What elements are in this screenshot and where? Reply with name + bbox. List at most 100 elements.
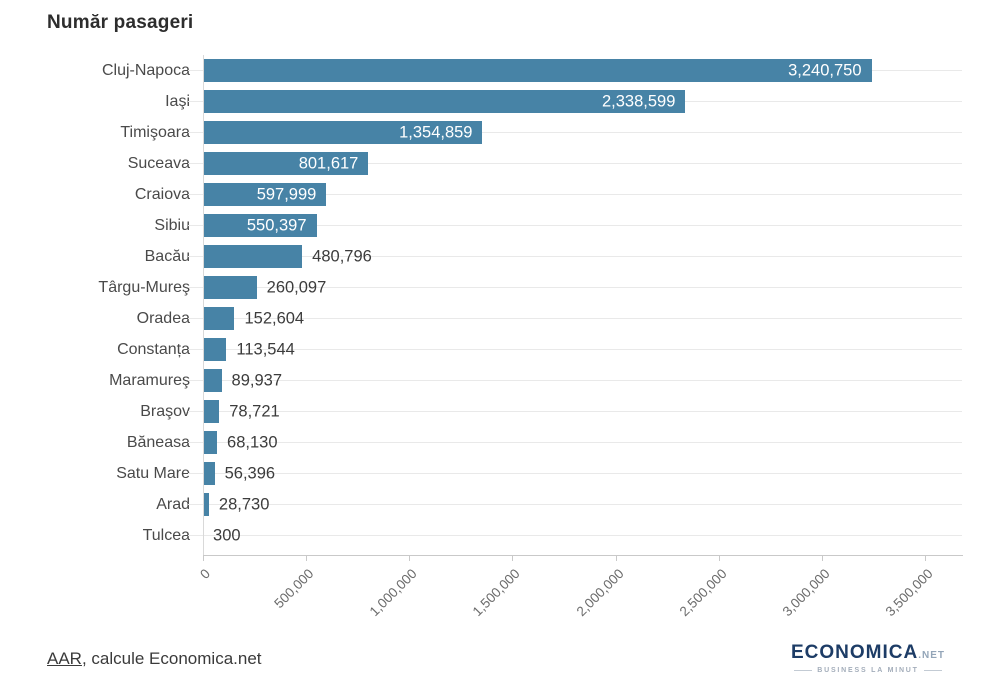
bar bbox=[203, 400, 220, 423]
chart-row: Constanța 113,544 bbox=[13, 334, 962, 365]
x-tick-label-text: 1,500,000 bbox=[469, 566, 524, 620]
bar: 2,338,599 bbox=[203, 90, 686, 113]
value-label: 152,604 bbox=[244, 309, 305, 327]
value-label: 89,937 bbox=[231, 371, 283, 389]
chart-row: Braşov 78,721 bbox=[13, 396, 962, 427]
gridline bbox=[188, 473, 962, 474]
bar-track: 28,730 bbox=[188, 489, 962, 520]
value-label: 28,730 bbox=[218, 495, 270, 513]
x-axis-line bbox=[203, 555, 963, 556]
bar: 1,354,859 bbox=[203, 121, 483, 144]
logo-name: ECONOMICA bbox=[790, 642, 919, 663]
bar-track: 2,338,599 bbox=[188, 86, 962, 117]
bar bbox=[203, 369, 222, 392]
chart-row: Oradea 152,604 bbox=[13, 303, 962, 334]
gridline bbox=[188, 535, 962, 536]
x-tick-label-text: 2,000,000 bbox=[573, 566, 627, 620]
chart-row: Tulcea 300 bbox=[13, 520, 962, 551]
x-tick-mark bbox=[718, 556, 720, 561]
value-label: 113,544 bbox=[236, 340, 295, 358]
category-label: Braşov bbox=[140, 402, 190, 420]
bar-chart: Cluj-Napoca 3,240,750 Iaşi 2,338,599 Timişoa… bbox=[13, 55, 963, 640]
value-label: 68,130 bbox=[227, 433, 278, 451]
gridline bbox=[188, 318, 962, 319]
bar bbox=[203, 307, 235, 330]
gridline bbox=[188, 132, 962, 133]
x-tick-mark bbox=[615, 556, 617, 561]
bar bbox=[203, 493, 209, 516]
gridline bbox=[188, 380, 962, 381]
x-tick-label-text: 0 bbox=[197, 566, 214, 582]
value-label: 260,097 bbox=[266, 278, 327, 296]
value-label: 480,796 bbox=[312, 247, 372, 265]
chart-row: Bacău 480,796 bbox=[13, 241, 962, 272]
bar-track: 152,604 bbox=[188, 303, 962, 334]
bar-track: 89,937 bbox=[188, 365, 962, 396]
chart-row: Suceava 801,617 bbox=[13, 148, 962, 179]
chart-row: Satu Mare 56,396 bbox=[13, 458, 962, 489]
value-label: 78,721 bbox=[229, 402, 280, 420]
bar-rows: Cluj-Napoca 3,240,750 Iaşi 2,338,599 Timişoa… bbox=[13, 55, 962, 551]
x-tick-mark bbox=[512, 556, 514, 561]
category-label: Tulcea bbox=[142, 526, 190, 544]
source-suffix: , calcule Economica.net bbox=[81, 648, 262, 668]
tagline-text: BUSINESS LA MINUT bbox=[817, 667, 919, 674]
gridline bbox=[188, 504, 962, 505]
bar bbox=[203, 338, 227, 361]
x-tick-mark bbox=[821, 556, 823, 561]
bar-track: 68,130 bbox=[188, 427, 962, 458]
source-note: AAR, calcule Economica.net bbox=[47, 649, 262, 669]
bar: 3,240,750 bbox=[203, 59, 872, 82]
chart-row: Arad 28,730 bbox=[13, 489, 962, 520]
bar-track: 480,796 bbox=[188, 241, 962, 272]
x-tick-mark bbox=[203, 556, 204, 561]
x-tick-label-text: 1,000,000 bbox=[366, 566, 420, 620]
gridline bbox=[188, 287, 962, 288]
chart-row: Iaşi 2,338,599 bbox=[13, 86, 962, 117]
x-tick-mark bbox=[409, 556, 411, 561]
bar-track: 113,544 bbox=[188, 334, 962, 365]
chart-row: Târgu-Mureş 260,097 bbox=[13, 272, 962, 303]
category-label: Arad bbox=[156, 495, 190, 513]
x-tick-label-text: 3,000,000 bbox=[779, 566, 833, 620]
gridline bbox=[188, 442, 962, 443]
chart-title: Număr pasageri bbox=[47, 12, 194, 33]
value-label: 1,354,859 bbox=[399, 123, 473, 141]
tagline-rule-right bbox=[923, 670, 942, 671]
bar bbox=[203, 431, 218, 454]
source-link[interactable]: AAR bbox=[47, 648, 82, 668]
gridline bbox=[188, 194, 962, 195]
gridline bbox=[188, 411, 962, 412]
category-label: Satu Mare bbox=[116, 464, 190, 482]
bar-track: 597,999 bbox=[188, 179, 962, 210]
x-tick-label-text: 500,000 bbox=[271, 566, 317, 612]
value-label: 597,999 bbox=[256, 185, 317, 203]
bar-track: 260,097 bbox=[188, 272, 962, 303]
chart-row: Cluj-Napoca 3,240,750 bbox=[13, 55, 962, 86]
value-label: 3,240,750 bbox=[788, 61, 862, 79]
gridline bbox=[188, 349, 962, 350]
bar bbox=[203, 245, 303, 268]
bar: 801,617 bbox=[203, 152, 369, 175]
logo-tld: .NET bbox=[918, 650, 945, 661]
category-label: Iaşi bbox=[165, 92, 190, 110]
chart-row: Craiova 597,999 bbox=[13, 179, 962, 210]
category-label: Craiova bbox=[134, 185, 190, 203]
value-label: 801,617 bbox=[298, 154, 359, 172]
bar-track: 78,721 bbox=[188, 396, 962, 427]
gridline bbox=[188, 163, 962, 164]
category-label: Sibiu bbox=[154, 216, 190, 234]
category-label: Timişoara bbox=[120, 123, 190, 141]
x-tick-label-text: 2,500,000 bbox=[676, 566, 730, 620]
bar bbox=[203, 462, 215, 485]
bar bbox=[203, 276, 257, 299]
category-label: Constanța bbox=[117, 340, 190, 358]
value-label: 300 bbox=[213, 526, 241, 544]
logo-wordmark: ECONOMICA.NET bbox=[791, 643, 945, 666]
chart-row: Băneasa 68,130 bbox=[13, 427, 962, 458]
bar: 597,999 bbox=[203, 183, 327, 206]
gridline bbox=[188, 256, 962, 257]
x-tick-mark bbox=[925, 556, 926, 561]
y-axis-line bbox=[203, 55, 204, 556]
